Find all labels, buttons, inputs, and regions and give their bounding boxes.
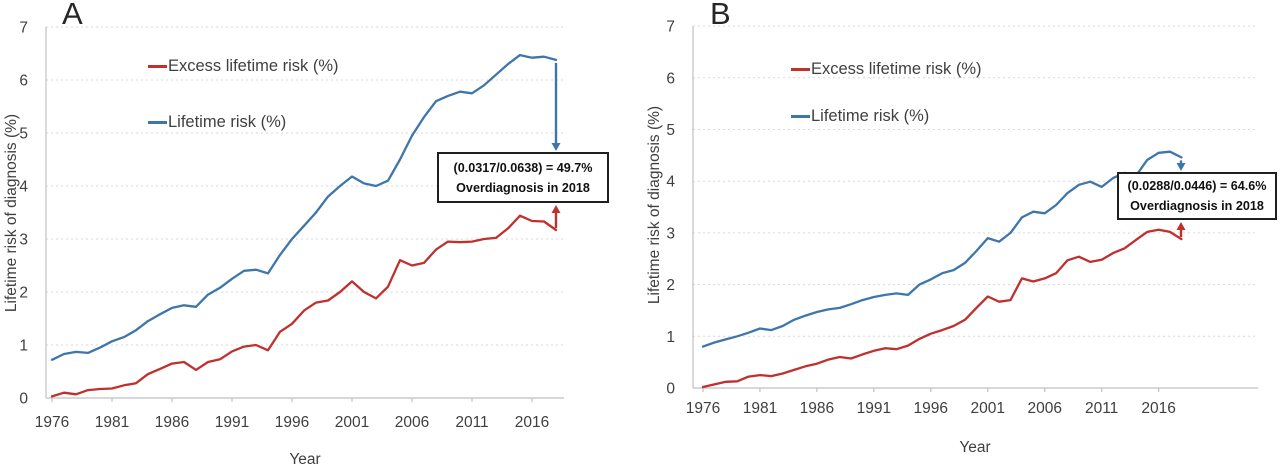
x-tick-label-2001: 2001	[971, 400, 1005, 417]
x-axis-title-b: Year	[959, 439, 991, 456]
legend-item-excess-risk-b: Excess lifetime risk (%)	[791, 60, 982, 79]
x-axis-title-a: Year	[289, 451, 321, 468]
overdiagnosis-annotation-a: (0.0317/0.0638) = 49.7% Overdiagnosis in…	[437, 152, 609, 203]
excess-lifetime-risk-line	[701, 228, 1183, 389]
y-tick-label-7: 7	[666, 19, 675, 36]
x-tick-label-2016: 2016	[1141, 400, 1175, 417]
lifetime-risk-line	[701, 150, 1183, 348]
x-tick-label-1991: 1991	[857, 400, 891, 417]
y-tick-label-5: 5	[666, 122, 675, 139]
x-tick-label-1976: 1976	[35, 414, 69, 431]
y-tick-label-1: 1	[19, 338, 28, 355]
x-tick-label-1986: 1986	[800, 400, 834, 417]
x-tick-label-2006: 2006	[395, 414, 429, 431]
x-tick-label-1996: 1996	[275, 414, 309, 431]
overdiagnosis-annotation-b: (0.0288/0.0446) = 64.6% Overdiagnosis in…	[1117, 172, 1277, 220]
y-tick-label-7: 7	[19, 20, 28, 37]
y-tick-label-0: 0	[19, 391, 28, 408]
legend-label-lifetime-risk-b: Lifetime risk (%)	[811, 107, 930, 125]
annotation-ratio-b: (0.0288/0.0446) = 64.6%	[1127, 179, 1267, 193]
annotation-caption-a: Overdiagnosis in 2018	[456, 180, 590, 195]
blue-annotation-arrowhead	[1176, 163, 1186, 171]
x-tick-label-1976: 1976	[686, 400, 720, 417]
x-tick-label-1986: 1986	[155, 414, 189, 431]
panel-label-b: B	[710, 0, 732, 31]
legend-item-excess-risk-a: Excess lifetime risk (%)	[148, 57, 339, 76]
x-tick-label-1991: 1991	[215, 414, 249, 431]
x-tick-label-1996: 1996	[914, 400, 948, 417]
y-tick-label-2: 2	[666, 277, 675, 294]
x-tick-label-2011: 2011	[1085, 400, 1118, 417]
x-tick-label-1981: 1981	[95, 414, 129, 431]
y-tick-label-6: 6	[666, 70, 675, 87]
panel-a: 0 1 2 3 4 5 6 7 1976 1981 1986 1991 1996 2001 2006 2011…	[3, 0, 609, 468]
excess-risk-legend-swatch-b	[791, 68, 810, 71]
x-tick-label-2011: 2011	[455, 414, 488, 431]
y-tick-label-3: 3	[19, 232, 28, 249]
y-tick-label-4: 4	[19, 179, 28, 196]
x-tick-label-1981: 1981	[743, 400, 777, 417]
red-annotation-arrowhead	[1176, 222, 1186, 230]
x-tick-label-2016: 2016	[515, 414, 549, 431]
red-annotation-arrowhead	[551, 205, 561, 213]
lifetime-risk-legend-swatch-b	[791, 115, 810, 118]
legend-item-lifetime-risk-b: Lifetime risk (%)	[791, 107, 929, 126]
legend-label-lifetime-risk-a: Lifetime risk (%)	[168, 113, 287, 131]
y-axis-title-a: Lifetime risk of diagnosis (%)	[3, 113, 20, 313]
legend-label-excess-risk-b: Excess lifetime risk (%)	[811, 60, 982, 78]
y-tick-label-3: 3	[666, 225, 675, 242]
legend-label-excess-risk-a: Excess lifetime risk (%)	[168, 57, 339, 75]
y-tick-label-1: 1	[666, 329, 675, 346]
x-tick-label-2001: 2001	[335, 414, 369, 431]
excess-risk-legend-swatch-a	[148, 65, 167, 68]
x-tick-label-2006: 2006	[1027, 400, 1061, 417]
panel-label-a: A	[62, 0, 84, 31]
y-axis-title-b: Lifetime risk of diagnosis (%)	[646, 105, 663, 305]
excess-lifetime-risk-line	[50, 214, 558, 398]
y-tick-label-5: 5	[19, 126, 28, 143]
y-tick-label-0: 0	[666, 381, 675, 398]
plot-svg-a: 0 1 2 3 4 5 6 7 1976 1981 1986 1991 1996 2001 2006 2011…	[19, 20, 564, 431]
y-tick-label-6: 6	[19, 73, 28, 90]
legend-item-lifetime-risk-a: Lifetime risk (%)	[148, 113, 286, 132]
annotation-ratio-a: (0.0317/0.0638) = 49.7%	[453, 160, 593, 175]
y-tick-label-4: 4	[666, 174, 675, 191]
y-tick-label-2: 2	[19, 285, 28, 302]
blue-annotation-arrowhead	[551, 143, 561, 151]
lifetime-risk-line	[50, 53, 558, 361]
lifetime-risk-legend-swatch-a	[148, 121, 167, 124]
annotation-caption-b: Overdiagnosis in 2018	[1130, 199, 1264, 213]
panel-b: 0 1 2 3 4 5 6 7 1976 1981 1986 1991 1996 2001 2006 2011…	[640, 0, 1280, 470]
